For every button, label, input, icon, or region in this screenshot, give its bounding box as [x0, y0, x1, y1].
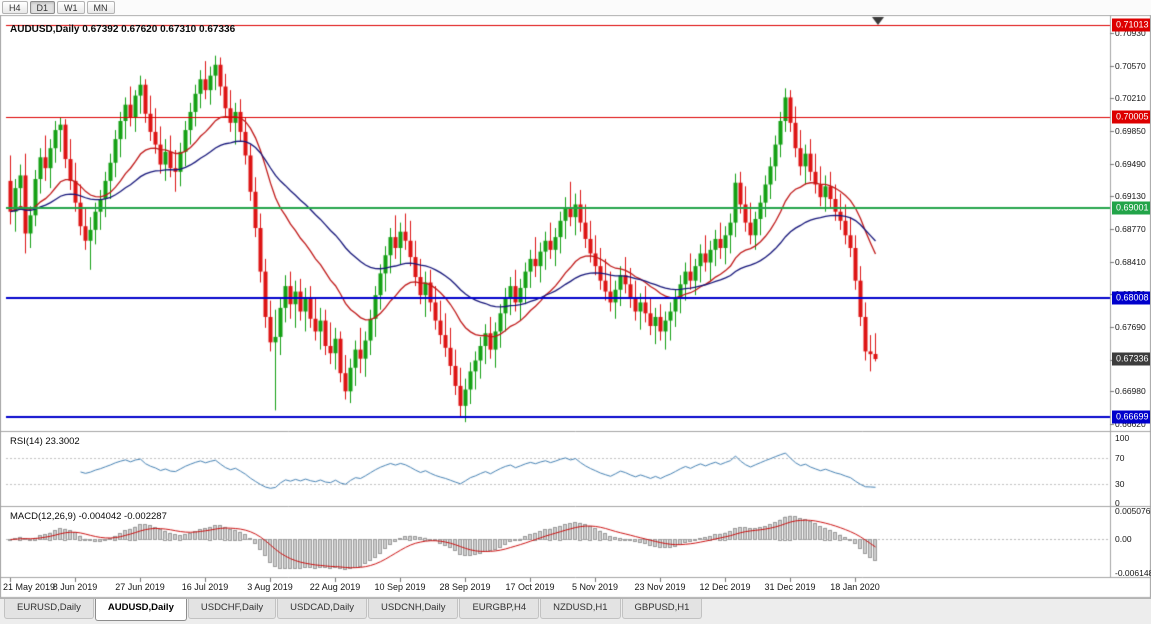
- time-axis[interactable]: 21 May 2019 8 Jun 2019 27 Jun 2019 16 Jul 2…: [0, 579, 1151, 597]
- price-tick: 0.70210: [1115, 93, 1146, 104]
- macd-axis-tick: 0.00: [1115, 534, 1132, 545]
- rsi-indicator-label: RSI(14) 23.3002: [10, 436, 80, 447]
- macd-axis-tick: -0.006148: [1115, 568, 1151, 579]
- window-tabs-bar: EURUSD,Daily AUDUSD,Daily USDCHF,Daily USDC…: [0, 598, 1151, 624]
- macd-indicator-label: MACD(12,26,9) -0.004042 -0.002287: [10, 511, 167, 522]
- date-label: 10 Sep 2019: [374, 582, 426, 592]
- date-label: 16 Jul 2019: [181, 582, 229, 592]
- date-label: 23 Nov 2019: [634, 582, 686, 592]
- price-level-label: 0.68008: [1112, 291, 1150, 305]
- price-axis[interactable]: 0.70930 0.70570 0.70210 0.69850 0.69490 0.691…: [1112, 15, 1151, 578]
- date-label: 21 May 2019: [3, 582, 56, 592]
- rsi-axis-tick: 0: [1115, 498, 1120, 508]
- price-tick: 0.66620: [1115, 418, 1146, 429]
- date-label: 12 Dec 2019: [699, 582, 751, 592]
- tab-usdcnh-daily[interactable]: USDCNH,Daily: [368, 599, 459, 619]
- tab-usdcad-daily[interactable]: USDCAD,Daily: [277, 599, 368, 619]
- macd-axis-tick: 0.005076: [1115, 506, 1151, 517]
- price-tick: 0.68770: [1115, 223, 1146, 234]
- tab-eurgbp-h4[interactable]: EURGBP,H4: [459, 599, 540, 619]
- date-label: 18 Jan 2020: [830, 582, 880, 592]
- current-price-label: 0.67336: [1112, 352, 1150, 366]
- price-tick: 0.67690: [1115, 321, 1146, 332]
- tab-nzdusd-h1[interactable]: NZDUSD,H1: [540, 599, 621, 619]
- date-label: 5 Nov 2019: [571, 582, 619, 592]
- date-label: 28 Sep 2019: [439, 582, 491, 592]
- date-label: 31 Dec 2019: [764, 582, 816, 592]
- date-label: 27 Jun 2019: [115, 582, 165, 592]
- date-label: 8 Jun 2019: [52, 582, 98, 592]
- date-label: 3 Aug 2019: [247, 582, 293, 592]
- price-tick: 0.69490: [1115, 158, 1146, 169]
- timeframe-toolbar: H4 D1 W1 MN: [0, 0, 1151, 15]
- timeframe-button-mn[interactable]: MN: [86, 1, 115, 14]
- rsi-axis-tick: 70: [1115, 452, 1125, 463]
- rsi-axis-tick: 30: [1115, 478, 1125, 489]
- price-level-label: 0.70005: [1112, 110, 1150, 124]
- tab-gbpusd-h1[interactable]: GBPUSD,H1: [621, 599, 703, 619]
- price-level-label: 0.66699: [1112, 410, 1150, 424]
- timeframe-button-w1[interactable]: W1: [57, 1, 85, 14]
- tab-usdchf-daily[interactable]: USDCHF,Daily: [187, 599, 277, 619]
- date-label: 22 Aug 2019: [309, 582, 361, 592]
- price-tick: 0.66980: [1115, 386, 1146, 397]
- date-label: 17 Oct 2019: [505, 582, 555, 592]
- rsi-axis-tick: 100: [1115, 433, 1130, 443]
- tab-audusd-daily[interactable]: AUDUSD,Daily: [94, 599, 187, 621]
- tab-eurusd-daily[interactable]: EURUSD,Daily: [4, 599, 94, 619]
- timeframe-button-h4[interactable]: H4: [2, 1, 28, 14]
- price-level-label: 0.69001: [1112, 201, 1150, 215]
- price-level-label: 0.71013: [1112, 18, 1150, 32]
- price-tick: 0.70930: [1115, 28, 1146, 38]
- price-tick: 0.69130: [1115, 191, 1146, 202]
- price-tick: 0.70570: [1115, 60, 1146, 71]
- timeframe-button-d1[interactable]: D1: [29, 1, 56, 14]
- price-tick: 0.68410: [1115, 256, 1146, 267]
- chart-title: AUDUSD,Daily 0.67392 0.67620 0.67310 0.6…: [10, 24, 236, 35]
- price-tick: 0.69850: [1115, 125, 1146, 136]
